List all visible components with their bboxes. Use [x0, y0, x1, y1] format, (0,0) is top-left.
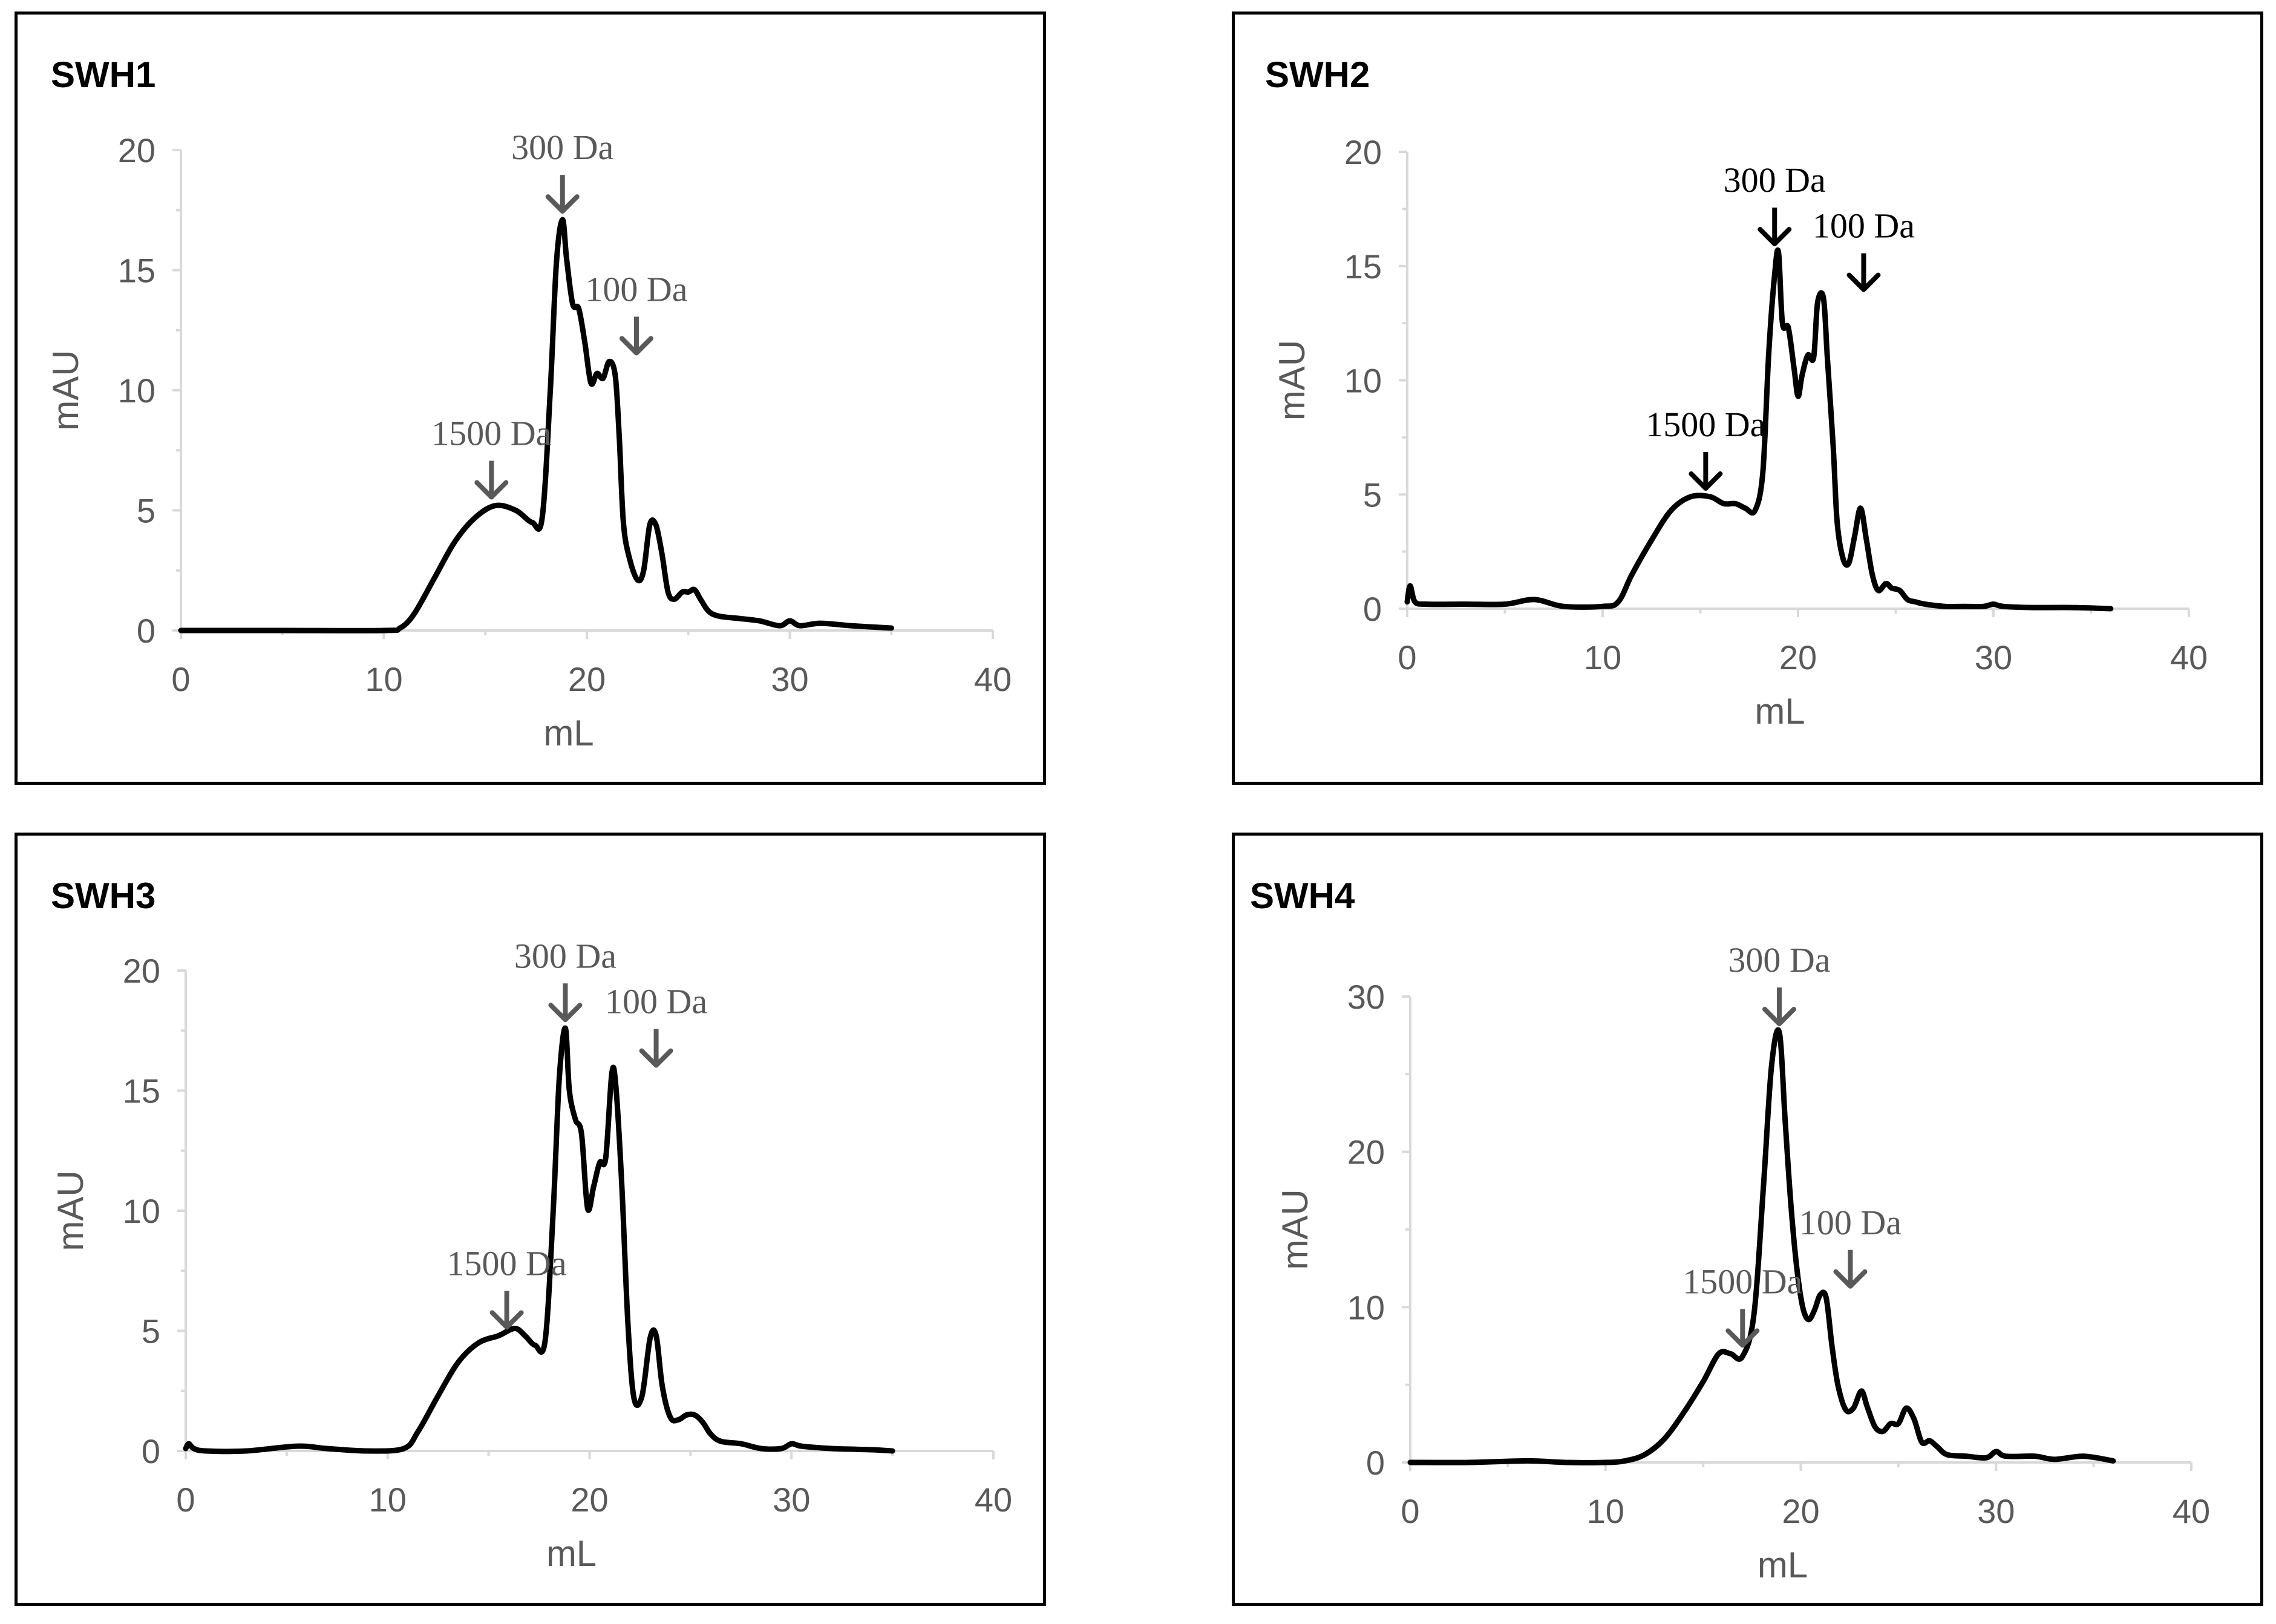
annotation-label: 1500 Da [447, 1243, 567, 1283]
x-tick-label: 30 [1977, 1492, 2015, 1530]
annotation-arrow [1758, 208, 1792, 247]
x-axis-label: mL [1758, 1545, 1808, 1585]
y-tick-label: 10 [1344, 362, 1382, 400]
chart-title: SWH3 [51, 876, 155, 916]
x-tick-label: 30 [771, 660, 808, 698]
annotation-arrow [1725, 1309, 1760, 1348]
annotation-arrow [548, 983, 583, 1023]
chart-svg-2: SWH3 0 10 20 30 40 0 5 10 15 20 mL mAU 1500 Da 300 Da 1… [50, 876, 1012, 1574]
x-tick-label: 30 [1975, 638, 2012, 676]
x-tick-label: 20 [1782, 1492, 1819, 1530]
x-tick-label: 20 [1779, 638, 1817, 676]
x-tick-label: 20 [571, 1481, 608, 1519]
x-tick-label: 0 [1398, 638, 1416, 676]
y-tick-label: 10 [118, 372, 155, 410]
chart-svg-0: SWH1 0 10 20 30 40 0 5 10 15 20 mL mAU 1500 Da 300 Da 1… [45, 54, 1012, 753]
annotation-arrow [1762, 987, 1796, 1027]
y-tick-label: 10 [123, 1192, 160, 1230]
annotation-arrow [1846, 253, 1881, 292]
annotation-label: 300 Da [1724, 160, 1826, 200]
y-tick-label: 5 [1363, 476, 1382, 514]
chart-panel-swh4: SWH4 0 10 20 30 40 0 10 20 30 mL mAU 1500 Da 300 Da 10… [1232, 833, 2263, 1606]
x-tick-label: 20 [568, 660, 606, 698]
annotation-arrow [619, 316, 653, 356]
y-axis-label: mAU [1275, 1189, 1315, 1269]
series-line-swh1 [178, 217, 894, 634]
y-tick-label: 20 [1347, 1133, 1385, 1171]
chart-svg-1: SWH2 0 10 20 30 40 0 5 10 15 20 mL mAU 1500 Da 300 Da 1… [1265, 54, 2208, 732]
x-tick-label: 40 [2173, 1492, 2210, 1530]
series-line-swh3 [183, 1025, 895, 1455]
annotation-arrow [1833, 1249, 1868, 1289]
y-axis-label: mAU [1272, 340, 1312, 421]
annotation-label: 100 Da [1813, 206, 1915, 246]
y-tick-label: 20 [118, 131, 155, 169]
y-tick-label: 30 [1347, 978, 1385, 1016]
annotation-label: 1500 Da [1646, 405, 1765, 444]
x-tick-label: 10 [1587, 1492, 1624, 1530]
y-tick-label: 0 [1366, 1444, 1385, 1482]
annotation-arrow [489, 1291, 524, 1330]
x-axis-label: mL [546, 1533, 597, 1574]
y-tick-label: 15 [1344, 247, 1382, 286]
annotation-arrow [545, 175, 580, 214]
y-tick-label: 15 [118, 252, 155, 290]
annotation-arrow [639, 1029, 673, 1068]
x-tick-label: 10 [1584, 638, 1621, 676]
annotation-label: 100 Da [1799, 1203, 1902, 1242]
series-line-swh4 [1407, 1027, 2116, 1465]
y-tick-label: 10 [1347, 1288, 1385, 1326]
y-tick-label: 5 [137, 492, 155, 530]
chart-panel-swh3: SWH3 0 10 20 30 40 0 5 10 15 20 mL mAU 1500 Da 300 Da 1… [15, 833, 1046, 1606]
y-tick-label: 0 [1363, 590, 1382, 628]
chart-title: SWH1 [51, 54, 155, 95]
x-tick-label: 40 [2170, 638, 2208, 676]
y-tick-label: 0 [137, 612, 155, 650]
y-axis-label: mAU [50, 1170, 91, 1251]
x-axis-label: mL [1754, 691, 1805, 732]
annotation-label: 1500 Da [431, 414, 551, 453]
x-tick-label: 0 [176, 1481, 195, 1519]
x-tick-label: 40 [975, 1481, 1012, 1519]
chart-title: SWH4 [1250, 876, 1355, 916]
x-tick-label: 10 [365, 660, 402, 698]
chart-panel-swh1: SWH1 0 10 20 30 40 0 5 10 15 20 mL mAU 1500 Da 300 Da 1… [15, 11, 1046, 785]
y-axis-label: mAU [45, 350, 86, 430]
series-line-swh2 [1404, 247, 2114, 612]
annotation-label: 300 Da [511, 128, 613, 167]
y-tick-label: 5 [142, 1312, 160, 1351]
annotation-label: 100 Da [605, 982, 707, 1021]
y-tick-label: 20 [1344, 133, 1382, 171]
annotation-arrow [474, 460, 509, 500]
annotation-label: 1500 Da [1682, 1262, 1802, 1301]
x-tick-label: 0 [1401, 1492, 1419, 1530]
y-tick-label: 15 [123, 1072, 160, 1110]
x-tick-label: 40 [974, 660, 1012, 698]
annotation-label: 100 Da [585, 269, 687, 309]
chart-panel-swh2: SWH2 0 10 20 30 40 0 5 10 15 20 mL mAU 1500 Da 300 Da 1… [1232, 11, 2263, 785]
y-tick-label: 20 [123, 952, 160, 990]
x-tick-label: 30 [773, 1481, 810, 1519]
chart-svg-3: SWH4 0 10 20 30 40 0 10 20 30 mL mAU 1500 Da 300 Da 10… [1250, 876, 2210, 1585]
x-tick-label: 0 [171, 660, 190, 698]
x-axis-label: mL [543, 713, 594, 753]
x-tick-label: 10 [369, 1481, 407, 1519]
annotation-label: 300 Da [514, 936, 616, 975]
chart-title: SWH2 [1265, 54, 1370, 95]
y-tick-label: 0 [142, 1432, 160, 1470]
annotation-label: 300 Da [1728, 940, 1830, 980]
annotation-arrow [1689, 452, 1723, 491]
